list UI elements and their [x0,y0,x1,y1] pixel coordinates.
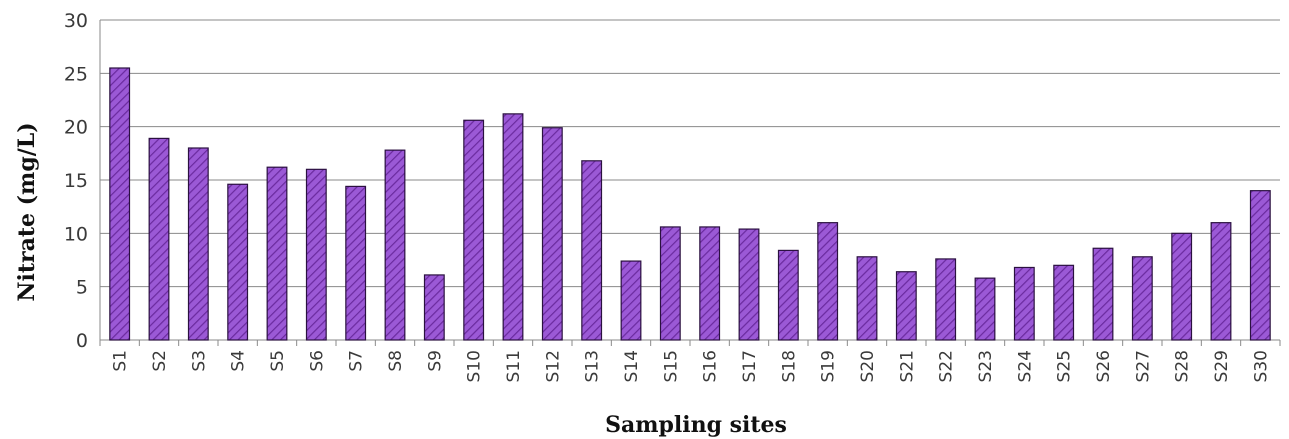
x-tick-labels: S1 S2 S3 S4 S5 S6 S7 S8 S9 S10 S11 S12 S13 S14 S15 S16 S… [111,350,1272,382]
bar-s4 [227,183,249,341]
x-tick-label: S23 [976,350,996,382]
bar-s23 [974,277,996,341]
y-tick-label: 5 [76,277,88,299]
bar-s14 [620,260,642,341]
bar-s25 [1053,264,1075,341]
bar-s2 [148,137,170,341]
x-tick-label: S8 [386,350,406,372]
bar-s11 [502,113,524,341]
bar-s30 [1249,190,1271,341]
x-tick-label: S3 [189,350,209,372]
x-tick-label: S28 [1173,350,1193,382]
bar-s3 [187,147,209,341]
x-tick-label: S11 [504,350,524,382]
x-tick-label: S9 [425,350,445,372]
x-tick-label: S17 [740,350,760,382]
x-tick-label: S2 [150,350,170,372]
y-tick-label: 20 [64,117,88,139]
x-tick-label: S14 [622,350,642,382]
x-tick-label: S26 [1094,350,1114,382]
y-tick-label: 10 [64,223,88,245]
bar-s26 [1092,247,1114,341]
bar-s13 [581,160,603,341]
y-tick-label: 15 [64,170,88,192]
x-tick-label: S22 [937,350,957,382]
y-axis-title: Nitrate (mg/L) [14,122,40,301]
y-tick-label: 25 [64,63,88,85]
x-tick-label: S27 [1133,350,1153,382]
bar-s24 [1013,266,1035,341]
bar-s10 [463,119,485,341]
x-tick-label: S21 [897,350,917,382]
y-tick-label: 0 [76,330,88,352]
gridlines [100,19,1280,288]
x-tick-label: S15 [661,350,681,382]
bar-s12 [541,127,563,341]
bar-s8 [384,149,406,341]
x-tick-label: S16 [701,350,721,382]
y-tick-labels: 0 5 10 15 20 25 30 [64,10,88,352]
bar-s28 [1171,232,1193,341]
bar-s1 [109,67,131,341]
x-tick-label: S18 [779,350,799,382]
bar-s20 [856,256,878,341]
bar-s27 [1131,256,1153,341]
bar-s22 [935,258,957,341]
bar-s7 [345,185,367,341]
bars [109,67,1271,341]
x-tick-label: S29 [1212,350,1232,382]
bar-s21 [895,271,917,341]
bar-s15 [659,226,681,341]
x-tick-label: S25 [1055,350,1075,382]
x-tick-label: S7 [347,350,367,372]
x-tick-label: S4 [229,350,249,372]
bar-s5 [266,166,288,341]
x-tick-label: S13 [583,350,603,382]
bar-s6 [305,168,327,341]
x-tick-label: S1 [111,350,131,372]
x-tick-label: S24 [1015,350,1035,382]
bar-s18 [777,249,799,341]
x-tick-label: S19 [819,350,839,382]
x-tick-label: S12 [543,350,563,382]
bar-s17 [738,228,760,341]
x-axis-title: Sampling sites [605,412,787,438]
bar-s16 [699,226,721,341]
x-tick-label: S5 [268,350,288,372]
x-tick-label: S30 [1251,350,1271,382]
x-tick-label: S20 [858,350,878,382]
bar-s19 [817,222,839,341]
bar-s29 [1210,222,1232,341]
axes [99,20,1281,346]
x-tick-label: S10 [465,350,485,382]
y-tick-label: 30 [64,10,88,32]
x-tick-label: S6 [307,350,327,372]
bar-s9 [423,274,445,341]
